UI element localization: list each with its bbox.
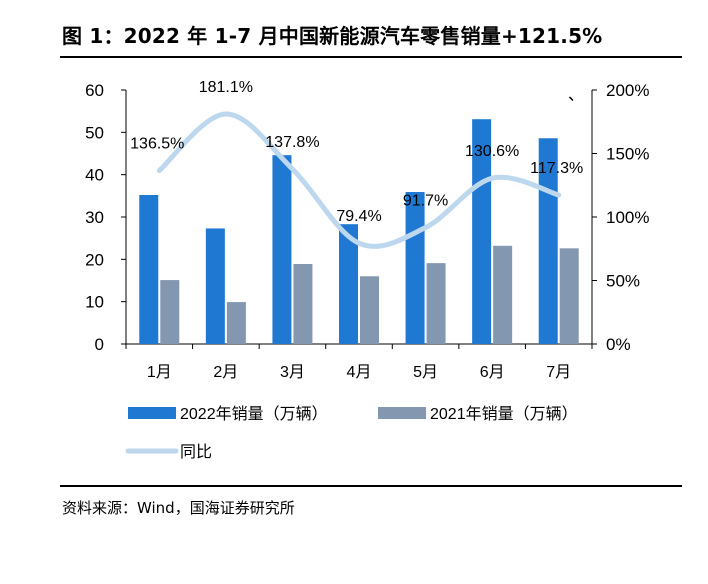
yoy-line bbox=[156, 111, 562, 249]
yoy-data-label: 137.8% bbox=[265, 134, 319, 151]
source-note: 资料来源：Wind，国海证券研究所 bbox=[62, 499, 295, 517]
title-rule bbox=[60, 56, 682, 58]
x-tick-label: 1月 bbox=[147, 364, 172, 381]
x-tick-label: 2月 bbox=[213, 364, 238, 381]
x-axis: 1月 2月 3月 4月 5月 6月 7月 bbox=[125, 343, 593, 381]
right-tick-label: 0% bbox=[606, 335, 631, 354]
right-tick-label: 200% bbox=[606, 81, 649, 100]
bar-2021 bbox=[493, 245, 513, 344]
right-tick-label: 150% bbox=[606, 145, 649, 164]
legend-label-2021: 2021年销量（万辆） bbox=[430, 405, 578, 423]
x-tick-label: 6月 bbox=[480, 364, 505, 381]
yoy-data-label: 136.5% bbox=[130, 136, 184, 153]
bar-2022 bbox=[139, 194, 159, 344]
bar-2021 bbox=[559, 248, 579, 344]
right-tick-label: 100% bbox=[606, 208, 649, 227]
legend: 2022年销量（万辆） 2021年销量（万辆） 同比 bbox=[125, 405, 578, 461]
figure-title: 图 1：2022 年 1-7 月中国新能源汽车零售销量+121.5% bbox=[62, 24, 603, 48]
left-tick-label: 60 bbox=[85, 81, 104, 100]
left-tick-label: 10 bbox=[85, 293, 104, 312]
yoy-labels-group: 136.5% 181.1% 137.8% 79.4% 91.7% 130.6% 117.3% bbox=[130, 79, 583, 225]
x-tick-label: 5月 bbox=[413, 364, 438, 381]
source-rule bbox=[60, 485, 682, 487]
left-tick-label: 0 bbox=[95, 335, 104, 354]
left-tick-label: 20 bbox=[85, 250, 104, 269]
bar-2021 bbox=[360, 276, 379, 344]
stray-mark: 、 bbox=[568, 87, 584, 104]
bar-2021 bbox=[293, 263, 313, 344]
bar-2021 bbox=[160, 280, 180, 344]
bar-2022 bbox=[339, 224, 358, 344]
legend-label-yoy: 同比 bbox=[180, 443, 212, 461]
x-tick-label: 4月 bbox=[347, 364, 372, 381]
left-y-axis: 0 10 20 30 40 50 60 bbox=[85, 81, 127, 354]
bar-2021 bbox=[426, 263, 446, 344]
yoy-data-label: 181.1% bbox=[199, 79, 253, 96]
x-tick-label: 7月 bbox=[546, 364, 571, 381]
yoy-data-label: 117.3% bbox=[530, 160, 583, 177]
left-tick-label: 50 bbox=[85, 123, 104, 142]
bar-2022 bbox=[205, 228, 225, 344]
bar-2021 bbox=[226, 302, 246, 344]
legend-swatch-2021 bbox=[378, 407, 426, 419]
legend-swatch-2022 bbox=[128, 407, 176, 419]
left-tick-label: 30 bbox=[85, 208, 104, 227]
yoy-data-label: 91.7% bbox=[403, 193, 448, 210]
yoy-data-label: 79.4% bbox=[336, 208, 381, 225]
right-tick-label: 50% bbox=[606, 272, 640, 291]
sales-chart: 0 10 20 30 40 50 60 0% 50% 100% 150% 200% 1月 2月 3月 4月… bbox=[85, 79, 649, 461]
bar-2022 bbox=[472, 119, 492, 345]
yoy-data-label: 130.6% bbox=[465, 143, 519, 160]
bar-2022 bbox=[272, 155, 292, 344]
yoy-line-group bbox=[156, 111, 562, 249]
bar-2022 bbox=[405, 192, 425, 344]
legend-label-2022: 2022年销量（万辆） bbox=[180, 405, 328, 423]
x-tick-label: 3月 bbox=[280, 364, 305, 381]
left-tick-label: 40 bbox=[85, 166, 104, 185]
right-y-axis: 0% 50% 100% 150% 200% bbox=[591, 81, 649, 354]
